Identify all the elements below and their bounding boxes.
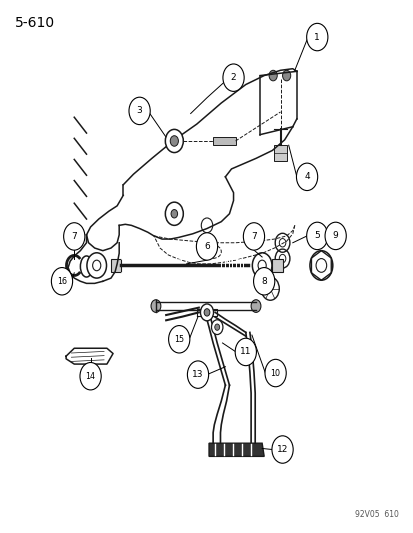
Circle shape xyxy=(211,320,222,335)
Circle shape xyxy=(165,202,183,225)
Circle shape xyxy=(151,300,161,312)
Circle shape xyxy=(252,253,271,278)
Circle shape xyxy=(282,70,290,81)
Circle shape xyxy=(261,277,279,300)
Circle shape xyxy=(271,436,292,463)
Text: 5: 5 xyxy=(313,231,319,240)
Text: 9: 9 xyxy=(332,231,338,240)
Text: 10: 10 xyxy=(270,368,280,377)
Circle shape xyxy=(306,222,327,249)
Circle shape xyxy=(204,309,209,316)
Circle shape xyxy=(200,304,213,321)
Circle shape xyxy=(187,361,208,389)
Circle shape xyxy=(214,324,219,330)
Text: 13: 13 xyxy=(192,370,203,379)
Text: 12: 12 xyxy=(276,445,287,454)
Circle shape xyxy=(171,209,177,218)
Text: 5-610: 5-610 xyxy=(15,16,55,30)
FancyBboxPatch shape xyxy=(274,145,286,161)
Text: 6: 6 xyxy=(204,242,209,251)
Text: 8: 8 xyxy=(261,277,266,286)
Circle shape xyxy=(264,359,285,387)
Text: 15: 15 xyxy=(174,335,184,344)
Circle shape xyxy=(268,70,277,81)
Circle shape xyxy=(196,233,217,260)
Ellipse shape xyxy=(204,245,221,259)
Circle shape xyxy=(51,268,72,295)
Circle shape xyxy=(253,268,274,295)
Circle shape xyxy=(165,130,183,152)
Circle shape xyxy=(296,163,317,191)
Circle shape xyxy=(222,64,244,91)
Circle shape xyxy=(309,251,332,280)
Text: 4: 4 xyxy=(304,172,309,181)
Circle shape xyxy=(243,223,264,250)
Text: 92V05  610: 92V05 610 xyxy=(354,510,398,519)
Circle shape xyxy=(201,218,212,233)
Text: 3: 3 xyxy=(136,107,142,116)
Text: 7: 7 xyxy=(251,232,256,241)
FancyBboxPatch shape xyxy=(213,137,235,145)
Circle shape xyxy=(257,260,266,271)
Circle shape xyxy=(306,23,327,51)
Circle shape xyxy=(87,253,106,278)
Circle shape xyxy=(315,259,326,272)
Circle shape xyxy=(170,136,178,146)
Ellipse shape xyxy=(80,256,93,277)
Text: 11: 11 xyxy=(240,348,251,357)
Circle shape xyxy=(129,97,150,125)
Text: 2: 2 xyxy=(230,73,236,82)
Circle shape xyxy=(235,338,256,366)
Circle shape xyxy=(64,223,85,250)
Circle shape xyxy=(168,326,190,353)
Circle shape xyxy=(93,260,100,271)
Text: 14: 14 xyxy=(85,372,95,381)
Polygon shape xyxy=(209,443,263,456)
Circle shape xyxy=(80,362,101,390)
Text: 7: 7 xyxy=(71,232,77,241)
Text: 1: 1 xyxy=(313,33,319,42)
Text: 16: 16 xyxy=(57,277,67,286)
FancyBboxPatch shape xyxy=(111,259,121,272)
Circle shape xyxy=(251,300,260,312)
FancyBboxPatch shape xyxy=(272,259,282,272)
Circle shape xyxy=(324,222,345,249)
